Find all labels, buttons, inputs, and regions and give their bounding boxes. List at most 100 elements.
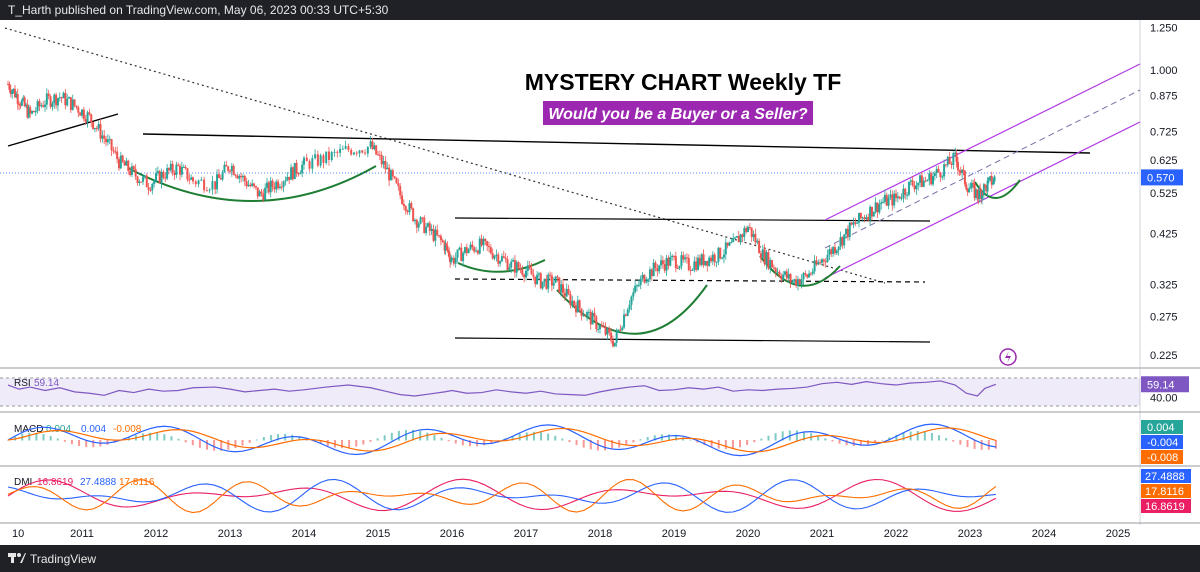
time-tick-label: 2016 xyxy=(440,528,464,540)
footer-brand[interactable]: TradingView xyxy=(30,552,97,566)
macd-value-tag xyxy=(1141,435,1183,449)
candle-body xyxy=(946,156,949,165)
candle-body xyxy=(796,279,799,286)
candle-body xyxy=(987,177,990,181)
candle-body xyxy=(846,228,849,238)
price-tick-label: 0.225 xyxy=(1150,350,1178,362)
candle-body xyxy=(417,223,420,228)
candle-body xyxy=(162,171,165,178)
chart-svg[interactable]: MYSTERY CHART Weekly TF Would you be a B… xyxy=(0,20,1200,545)
candle-body xyxy=(628,304,631,310)
cup-arc-recent[interactable] xyxy=(974,179,1021,199)
price-tick-label: 1.250 xyxy=(1150,22,1178,34)
candle-body xyxy=(626,309,629,316)
macd-signal-line[interactable] xyxy=(7,427,997,453)
candle-body xyxy=(127,160,130,171)
candle-body xyxy=(856,222,859,224)
candle-body xyxy=(717,247,720,262)
candle-body xyxy=(397,183,400,187)
candle-body xyxy=(802,273,805,280)
macd-histogram-bar xyxy=(49,436,52,441)
candle-body xyxy=(211,181,214,190)
candle-body xyxy=(878,204,881,213)
candle-body xyxy=(876,202,879,213)
candle-body xyxy=(460,247,463,262)
chart-area[interactable]: MYSTERY CHART Weekly TF Would you be a B… xyxy=(0,20,1200,545)
cup-arc-small[interactable] xyxy=(457,259,546,273)
candle-body xyxy=(125,160,128,166)
channel-lower[interactable] xyxy=(824,121,1141,279)
candle-body xyxy=(525,270,527,278)
trendline-dashed-support[interactable] xyxy=(454,278,926,283)
candle-body xyxy=(438,235,441,237)
candle-body xyxy=(469,244,472,250)
trendline-resistance[interactable] xyxy=(142,133,1091,154)
candle-body xyxy=(251,183,254,187)
candle-body xyxy=(573,300,576,306)
candle-body xyxy=(658,265,661,272)
candle-body xyxy=(377,154,379,156)
candle-body xyxy=(236,175,239,179)
channel-mid[interactable] xyxy=(824,89,1141,249)
candle-body xyxy=(643,274,646,283)
alert-icon[interactable] xyxy=(999,348,1017,366)
dmi-line[interactable] xyxy=(7,478,996,513)
time-tick-label: 2014 xyxy=(292,528,316,540)
candle-body xyxy=(23,97,26,107)
candle-body xyxy=(214,181,217,190)
candle-body xyxy=(51,103,54,107)
candle-body xyxy=(12,88,15,91)
trendline-bottom[interactable] xyxy=(454,337,931,343)
trendline-neckline[interactable] xyxy=(454,217,931,222)
dmi-line[interactable] xyxy=(7,479,997,514)
candle-body xyxy=(217,174,220,179)
macd-histogram-bar xyxy=(731,440,734,449)
candle-body xyxy=(595,316,598,330)
trendline-left[interactable] xyxy=(7,113,119,147)
candle-body xyxy=(42,105,45,107)
rsi-line[interactable] xyxy=(7,380,997,397)
rsi-legend-label[interactable]: RSI xyxy=(14,378,31,389)
candle-body xyxy=(826,254,829,262)
candle-body xyxy=(534,276,537,285)
candle-body xyxy=(543,278,546,282)
candle-body xyxy=(776,271,779,273)
macd-histogram-bar xyxy=(710,440,713,448)
candle-body xyxy=(941,176,944,178)
candle-body xyxy=(687,257,690,270)
candle-body xyxy=(993,176,996,182)
candle-body xyxy=(38,101,41,107)
candle-body xyxy=(702,254,705,266)
candle-body xyxy=(243,176,246,182)
chart-subtitle: Would you be a Buyer or a Seller? xyxy=(548,106,808,123)
macd-histogram-bar xyxy=(362,440,365,445)
candle-body xyxy=(123,161,126,166)
candle-body xyxy=(293,162,296,180)
candle-body xyxy=(778,271,781,277)
candle-body xyxy=(99,124,102,139)
dmi-line[interactable] xyxy=(7,478,997,512)
candle-body xyxy=(850,222,853,225)
candle-body xyxy=(118,159,120,169)
candle-body xyxy=(230,165,233,172)
macd-histogram-bar xyxy=(35,432,38,441)
candle-body xyxy=(691,269,694,271)
candle-body xyxy=(926,180,929,182)
macd-series[interactable]: 0.004 -0.004 -0.008 xyxy=(7,420,1183,464)
candle-body xyxy=(955,152,958,163)
macd-line[interactable] xyxy=(7,423,997,457)
dmi-legend-label[interactable]: DMI xyxy=(14,477,32,488)
candle-body xyxy=(447,250,450,252)
candle-body xyxy=(333,151,336,153)
candle-body xyxy=(978,188,981,199)
channel-upper[interactable] xyxy=(824,63,1141,221)
candle-body xyxy=(798,279,801,285)
candle-body xyxy=(763,249,766,265)
candle-body xyxy=(809,273,812,275)
candle-body xyxy=(958,170,961,172)
price-series[interactable] xyxy=(7,80,996,348)
candle-body xyxy=(630,296,633,305)
candle-body xyxy=(562,284,564,293)
